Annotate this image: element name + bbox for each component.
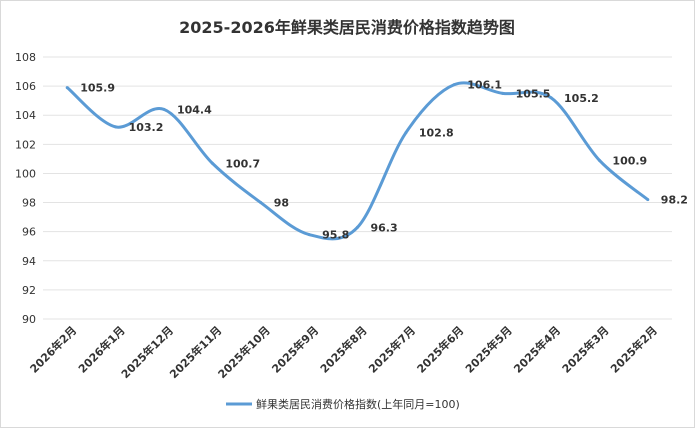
data-label: 105.5 — [516, 87, 551, 100]
y-tick-label: 100 — [15, 167, 36, 180]
data-point — [259, 201, 263, 205]
data-point — [65, 86, 69, 90]
chart-title: 2025-2026年鲜果类居民消费价格指数趋势图 — [179, 18, 515, 37]
data-point — [307, 233, 311, 237]
data-point — [404, 131, 408, 135]
y-tick-label: 108 — [15, 51, 36, 64]
data-point — [452, 83, 456, 87]
data-label: 105.2 — [564, 92, 599, 105]
y-tick-label: 92 — [22, 284, 36, 297]
y-tick-label: 90 — [22, 313, 36, 326]
y-tick-label: 96 — [22, 226, 36, 239]
data-label: 98 — [274, 197, 289, 210]
y-tick-label: 102 — [15, 138, 36, 151]
data-point — [210, 161, 214, 165]
data-point — [114, 125, 118, 129]
data-label: 100.9 — [612, 154, 647, 167]
y-tick-label: 94 — [22, 255, 36, 268]
data-point — [501, 91, 505, 95]
data-label: 105.9 — [80, 82, 115, 95]
data-label: 100.7 — [225, 157, 260, 170]
data-label: 106.1 — [467, 79, 502, 92]
data-label: 102.8 — [419, 127, 454, 140]
data-label: 104.4 — [177, 103, 212, 116]
y-tick-label: 98 — [22, 197, 36, 210]
y-tick-label: 104 — [15, 109, 36, 122]
y-tick-label: 106 — [15, 80, 36, 93]
data-point — [162, 107, 166, 111]
data-point — [549, 96, 553, 100]
data-label: 95.8 — [322, 229, 349, 242]
data-label: 96.3 — [371, 221, 398, 234]
data-point — [356, 225, 359, 229]
data-point — [597, 158, 601, 162]
data-label: 103.2 — [129, 121, 164, 134]
data-point — [646, 198, 650, 202]
data-label: 98.2 — [661, 194, 688, 207]
legend-label: 鲜果类居民消费价格指数(上年同月=100) — [256, 397, 460, 411]
